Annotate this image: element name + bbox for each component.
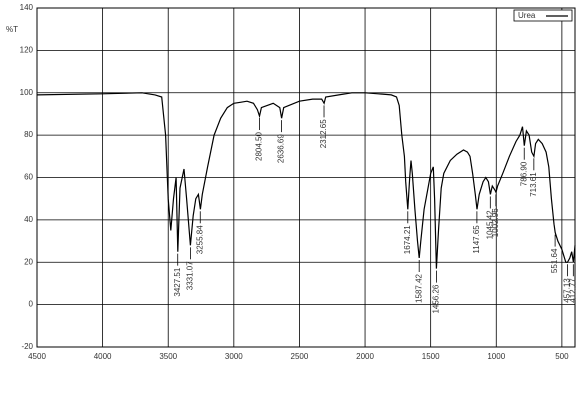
y-tick-label: 20 bbox=[24, 257, 33, 266]
peak-label: 412.77 bbox=[568, 278, 577, 303]
peak-label: 2804.50 bbox=[255, 132, 264, 161]
peak-label: 1045.42 bbox=[485, 210, 494, 239]
x-tick-label: 3000 bbox=[225, 352, 243, 361]
peak-label: 3331.07 bbox=[185, 261, 194, 290]
x-tick-label: 4000 bbox=[94, 352, 112, 361]
y-tick-label: 120 bbox=[20, 45, 34, 54]
peak-label: 1587.42 bbox=[414, 273, 423, 302]
peak-label: 2312.65 bbox=[319, 119, 328, 148]
x-tick-label: 500 bbox=[555, 352, 569, 361]
x-tick-label: 2500 bbox=[291, 352, 309, 361]
peak-label: 551.64 bbox=[550, 248, 559, 273]
y-tick-label: 80 bbox=[24, 130, 33, 139]
peak-label: 3255.84 bbox=[195, 225, 204, 254]
legend-label: Urea bbox=[518, 11, 536, 20]
peak-label: 1456.26 bbox=[432, 284, 441, 313]
legend-box bbox=[513, 9, 573, 22]
y-tick-label: 40 bbox=[24, 215, 33, 224]
x-tick-label: 1000 bbox=[487, 352, 505, 361]
y-tick-label: -20 bbox=[21, 342, 33, 351]
x-tick-label: 2000 bbox=[356, 352, 374, 361]
y-tick-label: 60 bbox=[24, 173, 33, 182]
peak-label: 786.90 bbox=[519, 161, 528, 186]
x-tick-label: 1500 bbox=[422, 352, 440, 361]
y-tick-label: 100 bbox=[20, 88, 34, 97]
peak-label: 1147.65 bbox=[472, 225, 481, 254]
peak-label: 1674.21 bbox=[403, 225, 412, 254]
y-tick-label: 0 bbox=[29, 300, 34, 309]
x-tick-label: 4500 bbox=[28, 352, 46, 361]
peak-label: 2636.69 bbox=[277, 134, 286, 163]
y-axis-label: %T bbox=[6, 25, 18, 34]
spectrum-line bbox=[36, 92, 576, 269]
y-tick-label: 140 bbox=[20, 3, 34, 12]
peak-label: 713.61 bbox=[529, 172, 538, 197]
peak-label: 3427.51 bbox=[173, 267, 182, 296]
peak-label: 457.13 bbox=[563, 278, 572, 303]
peak-label: 1002.96 bbox=[491, 208, 500, 237]
x-tick-label: 3500 bbox=[159, 352, 177, 361]
